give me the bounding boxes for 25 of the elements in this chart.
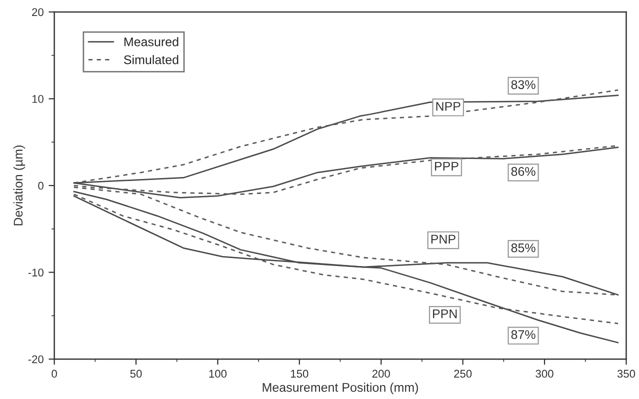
x-tick-label: 150	[290, 370, 308, 378]
y-tick-label: 10	[32, 95, 44, 103]
annotation: 83%	[511, 80, 536, 90]
x-axis-title: Measurement Position (mm)	[262, 382, 418, 394]
legend-label: Measured	[124, 37, 178, 46]
annotation: PPN	[433, 309, 457, 318]
y-tick-label: -20	[28, 355, 44, 364]
legend-label: Simulated	[124, 55, 178, 64]
y-tick-label: 20	[32, 8, 44, 16]
annotation: 87%	[511, 330, 536, 340]
x-tick-label: 50	[130, 370, 142, 378]
x-tick-label: 0	[52, 370, 57, 378]
x-tick-label: 200	[372, 370, 390, 378]
annotation: 85%	[511, 243, 536, 252]
x-tick-label: 300	[536, 370, 554, 378]
annotation: PNP	[431, 234, 456, 244]
x-tick-label: 350	[617, 370, 636, 378]
annotation: 86%	[511, 167, 536, 176]
annotation: NPP	[436, 102, 460, 111]
x-tick-label: 250	[454, 370, 472, 378]
x-tick-label: 100	[209, 370, 227, 378]
y-tick-label: -10	[28, 268, 44, 276]
y-tick-label: 0	[38, 182, 44, 190]
annotation: PPP	[434, 162, 458, 171]
y-axis-title: Deviation (µm)	[13, 146, 26, 226]
